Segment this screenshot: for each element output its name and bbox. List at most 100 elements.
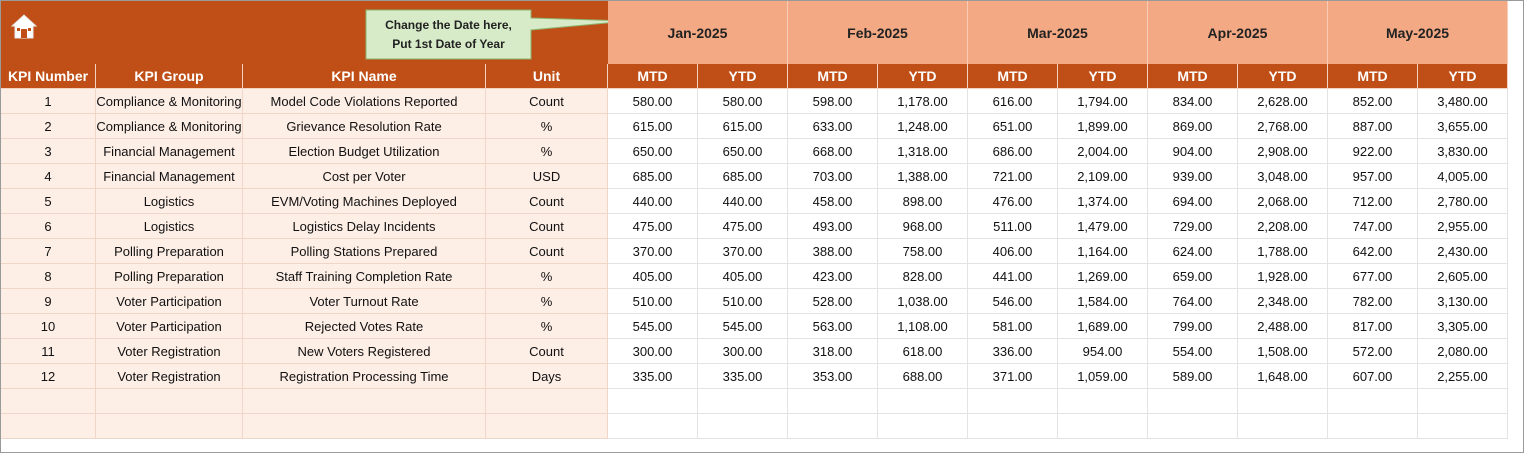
table-cell: 954.00 [1058, 339, 1148, 364]
table-cell: 1,108.00 [878, 314, 968, 339]
table-cell: Financial Management [96, 139, 243, 164]
table-cell: 7 [1, 239, 96, 264]
table-cell: 318.00 [788, 339, 878, 364]
table-cell: 9 [1, 289, 96, 314]
table-cell: 10 [1, 314, 96, 339]
table-cell: 554.00 [1148, 339, 1238, 364]
table-cell [788, 389, 878, 414]
table-cell: Compliance & Monitoring [96, 89, 243, 114]
sub-header: YTD [1418, 64, 1508, 89]
month-header: Mar-2025 [968, 1, 1148, 64]
table-cell: 939.00 [1148, 164, 1238, 189]
table-cell: 441.00 [968, 264, 1058, 289]
table-cell [1058, 414, 1148, 439]
table-cell [1418, 414, 1508, 439]
table-cell: 563.00 [788, 314, 878, 339]
table-cell [1238, 389, 1328, 414]
table-cell: Voter Participation [96, 289, 243, 314]
table-cell: 3,830.00 [1418, 139, 1508, 164]
table-cell: 300.00 [608, 339, 698, 364]
table-cell: 1,248.00 [878, 114, 968, 139]
table-cell: Count [486, 339, 608, 364]
table-cell: 1,059.00 [1058, 364, 1148, 389]
table-cell [1238, 414, 1328, 439]
table-cell: 799.00 [1148, 314, 1238, 339]
table-cell: Grievance Resolution Rate [243, 114, 486, 139]
table-cell: 688.00 [878, 364, 968, 389]
sub-header: MTD [1328, 64, 1418, 89]
month-header: May-2025 [1328, 1, 1508, 64]
table-cell [788, 414, 878, 439]
table-cell: 1,648.00 [1238, 364, 1328, 389]
table-cell: 2,488.00 [1238, 314, 1328, 339]
callout-shape [365, 9, 629, 60]
column-header: KPI Name [243, 64, 486, 89]
table-cell: 904.00 [1148, 139, 1238, 164]
table-cell: 2,208.00 [1238, 214, 1328, 239]
table-cell: Model Code Violations Reported [243, 89, 486, 114]
table-cell: 388.00 [788, 239, 878, 264]
table-cell: 615.00 [698, 114, 788, 139]
table-cell: 651.00 [968, 114, 1058, 139]
table-cell: 677.00 [1328, 264, 1418, 289]
table-cell: 476.00 [968, 189, 1058, 214]
sub-header: YTD [1058, 64, 1148, 89]
column-header: KPI Group [96, 64, 243, 89]
table-cell: 1,899.00 [1058, 114, 1148, 139]
table-cell: 3,130.00 [1418, 289, 1508, 314]
table-cell: 580.00 [698, 89, 788, 114]
table-cell: Count [486, 239, 608, 264]
table-cell: 528.00 [788, 289, 878, 314]
table-cell: 624.00 [1148, 239, 1238, 264]
table-cell: % [486, 114, 608, 139]
table-cell: % [486, 139, 608, 164]
table-cell: 371.00 [968, 364, 1058, 389]
table-cell: 686.00 [968, 139, 1058, 164]
table-cell [1, 414, 96, 439]
callout-line: Change the Date here, [385, 18, 512, 32]
home-icon[interactable] [9, 11, 39, 41]
table-cell: Compliance & Monitoring [96, 114, 243, 139]
table-cell: Financial Management [96, 164, 243, 189]
table-cell: 581.00 [968, 314, 1058, 339]
table-cell: New Voters Registered [243, 339, 486, 364]
table-cell: Logistics [96, 214, 243, 239]
table-cell: 5 [1, 189, 96, 214]
table-cell: 1,178.00 [878, 89, 968, 114]
table-cell: 1,689.00 [1058, 314, 1148, 339]
table-cell: 1,584.00 [1058, 289, 1148, 314]
table-cell: 3,655.00 [1418, 114, 1508, 139]
table-cell: 694.00 [1148, 189, 1238, 214]
table-cell: Polling Preparation [96, 239, 243, 264]
table-cell [96, 389, 243, 414]
table-cell [878, 389, 968, 414]
table-cell: 580.00 [608, 89, 698, 114]
table-cell [1418, 389, 1508, 414]
table-cell: 828.00 [878, 264, 968, 289]
table-cell: 1,788.00 [1238, 239, 1328, 264]
table-cell: 721.00 [968, 164, 1058, 189]
table-cell: 4,005.00 [1418, 164, 1508, 189]
table-cell: 3 [1, 139, 96, 164]
callout-line: Put 1st Date of Year [392, 37, 505, 51]
table-cell: 370.00 [698, 239, 788, 264]
sub-header: MTD [608, 64, 698, 89]
table-cell: Count [486, 214, 608, 239]
month-header: Jan-2025 [608, 1, 788, 64]
table-cell: Registration Processing Time [243, 364, 486, 389]
table-cell: Voter Turnout Rate [243, 289, 486, 314]
table-cell [968, 389, 1058, 414]
month-header: Feb-2025 [788, 1, 968, 64]
table-cell: 475.00 [698, 214, 788, 239]
table-cell [608, 414, 698, 439]
table-cell [968, 414, 1058, 439]
table-cell [1328, 389, 1418, 414]
table-cell [878, 414, 968, 439]
table-cell: 353.00 [788, 364, 878, 389]
table-cell: Staff Training Completion Rate [243, 264, 486, 289]
table-cell: 572.00 [1328, 339, 1418, 364]
table-cell: Voter Registration [96, 339, 243, 364]
table-cell: 729.00 [1148, 214, 1238, 239]
sub-header: YTD [1238, 64, 1328, 89]
